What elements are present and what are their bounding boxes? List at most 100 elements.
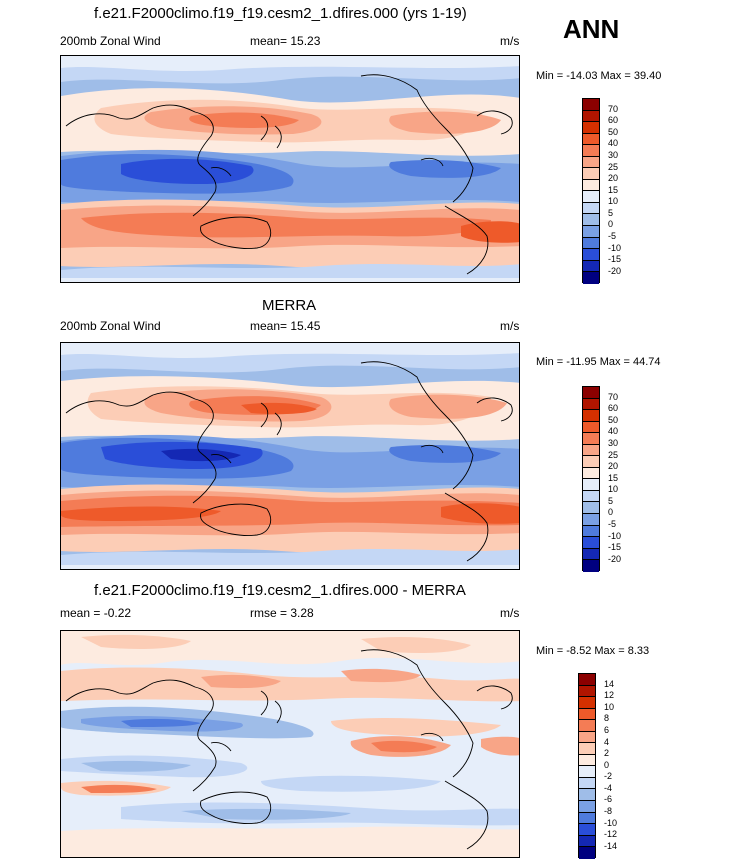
panel-3-colorbar-swatch	[579, 789, 595, 802]
panel-1-colorbar-label: -20	[608, 266, 622, 276]
panel-1-colorbar-label: 5	[608, 208, 614, 218]
panel-2-colorbar-label: 20	[608, 461, 619, 471]
panel-3-colorbar-label: -12	[604, 829, 618, 839]
panel-3-colorbar-label: 14	[604, 679, 615, 689]
panel-1-colorbar-swatch	[583, 110, 599, 123]
panel-2-colorbar-swatch	[583, 467, 599, 480]
panel-1-colorbar-swatch	[583, 191, 599, 203]
panel-1-colorbar-label: -15	[608, 254, 622, 264]
panel-1-colorbar-label: 0	[608, 219, 614, 229]
panel-1-colorbar-swatch	[583, 179, 599, 192]
panel-3-colorbar-label: 10	[604, 702, 615, 712]
panel-3-colorbar-swatch	[579, 731, 595, 744]
panel-1-colorbar-swatch	[583, 156, 599, 169]
panel-2-colorbar-label: 10	[608, 484, 619, 494]
panel-2-colorbar-swatch	[583, 525, 599, 538]
panel-3-colorbar-label: -4	[604, 783, 613, 793]
panel-3-colorbar-label: -10	[604, 818, 618, 828]
panel-2-colorbar-label: 40	[608, 426, 619, 436]
panel-1-contour-field	[61, 56, 519, 282]
panel-2-colorbar-label: -10	[608, 531, 622, 541]
panel-2-colorbar-label: 70	[608, 392, 619, 402]
panel-3-colorbar-swatch	[579, 674, 595, 686]
panel-2-colorbar-swatch	[583, 548, 599, 561]
season-label: ANN	[563, 14, 620, 44]
panel-3-colorbar-label: 0	[604, 760, 610, 770]
panel-3-colorbar-swatch	[579, 847, 595, 859]
panel-1-colorbar-label: 20	[608, 173, 619, 183]
panel-1-minmax: Min = -14.03 Max = 39.40	[536, 70, 662, 82]
panel-1-colorbar-label: 50	[608, 127, 619, 137]
panel-1-colorbar-swatch	[583, 168, 599, 180]
panel-2-colorbar-swatch	[583, 490, 599, 503]
panel-1-colorbar-label: -10	[608, 243, 622, 253]
panel-2-colorbar-swatch	[583, 502, 599, 515]
panel-3-minmax: Min = -8.52 Max = 8.33	[536, 645, 650, 657]
panel-2-mean: mean= 15.45	[250, 319, 321, 333]
panel-2-map	[60, 342, 520, 570]
panel-3-colorbar-swatch	[579, 801, 595, 813]
panel-3-title: f.e21.F2000climo.f19_f19.cesm2_1.dfires.…	[94, 582, 466, 599]
panel-1-mean: mean= 15.23	[250, 34, 321, 48]
panel-2-colorbar-label: 60	[608, 403, 619, 413]
panel-3-colorbar-label: 2	[604, 748, 610, 758]
panel-2-colorbar-label: -5	[608, 519, 617, 529]
panel-2-colorbar-label: 25	[608, 450, 619, 460]
panel-1-colorbar-label: 25	[608, 162, 619, 172]
panel-2-colorbar-swatch	[583, 387, 599, 399]
panel-3-colorbar-swatch	[579, 754, 595, 767]
panel-1-colorbar-label: 40	[608, 138, 619, 148]
panel-3-colorbar-label: 6	[604, 725, 610, 735]
panel-1-title: f.e21.F2000climo.f19_f19.cesm2_1.dfires.…	[94, 5, 467, 22]
panel-3-colorbar-swatch	[579, 824, 595, 836]
panel-3-colorbar-label: -14	[604, 841, 618, 851]
panel-3-colorbar	[578, 673, 596, 859]
panel-2-colorbar-label: 15	[608, 473, 619, 483]
panel-2-colorbar-swatch	[583, 537, 599, 549]
panel-2-colorbar-label: 50	[608, 415, 619, 425]
panel-3-colorbar-swatch	[579, 708, 595, 721]
panel-3-colorbar-label: -2	[604, 771, 613, 781]
panel-3-colorbar-swatch	[579, 835, 595, 848]
panel-2-colorbar-swatch	[583, 410, 599, 422]
panel-3-colorbar-label: -8	[604, 806, 613, 816]
panel-3-colorbar-swatch	[579, 743, 595, 755]
panel-2-colorbar-swatch	[583, 398, 599, 411]
panel-1-colorbar-swatch	[583, 226, 599, 238]
panel-2-colorbar-swatch	[583, 421, 599, 434]
panel-1-colorbar-swatch	[583, 99, 599, 111]
panel-2-units: m/s	[500, 319, 520, 333]
panel-1-colorbar	[582, 98, 600, 284]
panel-2-contour-field	[61, 343, 519, 569]
panel-1-colorbar-swatch	[583, 133, 599, 146]
panel-2-colorbar-label: 5	[608, 496, 614, 506]
panel-3-colorbar-label: 12	[604, 690, 615, 700]
panel-1-colorbar-label: 30	[608, 150, 619, 160]
panel-2-colorbar-swatch	[583, 514, 599, 526]
panel-1-colorbar-swatch	[583, 122, 599, 134]
panel-1-colorbar-swatch	[583, 272, 599, 284]
panel-2-left-label: 200mb Zonal Wind	[60, 319, 161, 333]
panel-1-colorbar-label: -5	[608, 231, 617, 241]
panel-1-colorbar-label: 70	[608, 104, 619, 114]
panel-2-colorbar-swatch	[583, 456, 599, 468]
panel-2-title: MERRA	[262, 297, 317, 314]
panel-3-contour-field	[61, 631, 519, 857]
panel-1-left-label: 200mb Zonal Wind	[60, 34, 161, 48]
panel-1-map	[60, 55, 520, 283]
panel-3-colorbar-swatch	[579, 720, 595, 732]
panel-1-units: m/s	[500, 34, 520, 48]
panel-2-colorbar-label: -15	[608, 542, 622, 552]
panel-1-colorbar-swatch	[583, 237, 599, 250]
panel-2-minmax: Min = -11.95 Max = 44.74	[536, 356, 661, 368]
panel-3-rmse: rmse = 3.28	[250, 606, 314, 620]
panel-3-colorbar-swatch	[579, 697, 595, 709]
panel-1-colorbar-swatch	[583, 145, 599, 157]
panel-2-colorbar-swatch	[583, 479, 599, 491]
panel-1-colorbar-swatch	[583, 214, 599, 227]
panel-3-colorbar-swatch	[579, 766, 595, 778]
panel-1-colorbar-swatch	[583, 260, 599, 273]
panel-3-colorbar-swatch	[579, 777, 595, 790]
panel-3-colorbar-label: 4	[604, 737, 610, 747]
panel-3-mean: mean = -0.22	[60, 606, 132, 620]
